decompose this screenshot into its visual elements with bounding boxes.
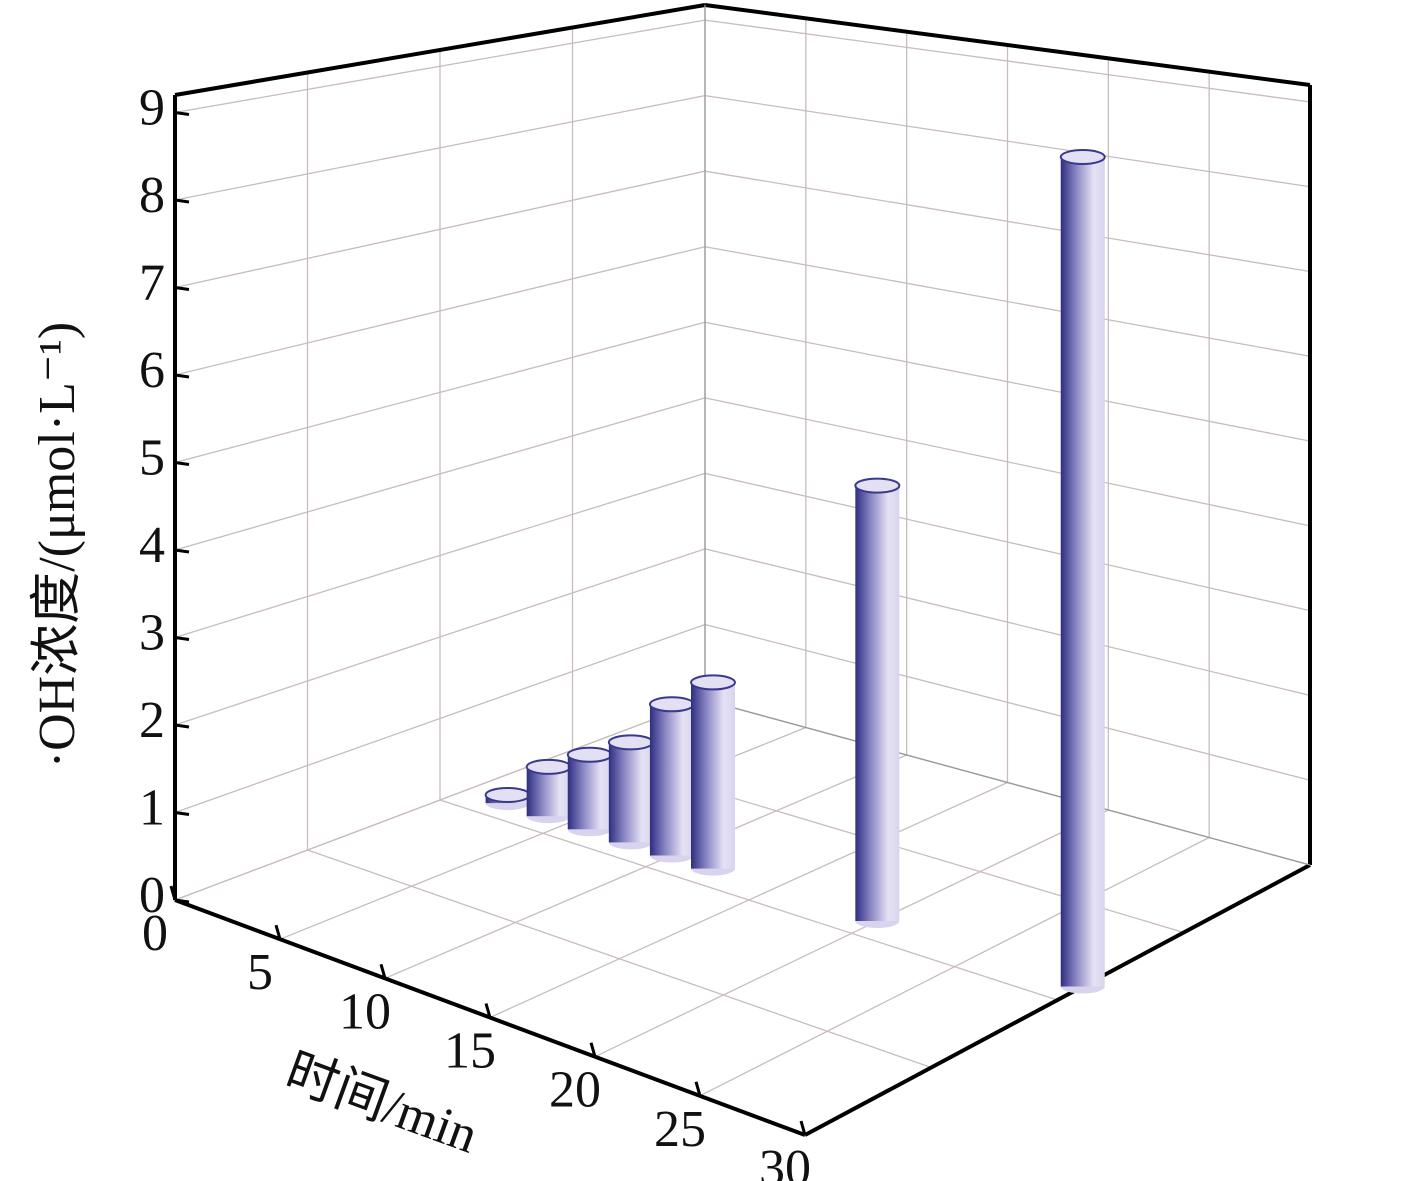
y-tick-label: 9 [139, 79, 165, 136]
x-tick-label: 30 [759, 1140, 811, 1181]
bar-top [690, 674, 736, 691]
grid-line [699, 836, 1210, 1097]
y-tick [174, 811, 190, 816]
axis-edge [804, 863, 1311, 1137]
x-tick-label: 5 [247, 944, 273, 1001]
grid-line [594, 809, 1109, 1058]
y-tick [174, 198, 190, 204]
frame [169, 3, 1312, 1137]
y-tick-label: 2 [139, 692, 165, 749]
grid-line [384, 754, 907, 979]
y-tick [174, 461, 190, 466]
bar [855, 485, 900, 921]
y-tick-label: 4 [139, 517, 165, 574]
y-tick [174, 636, 190, 641]
bar-top [525, 758, 572, 775]
bar-top [854, 477, 901, 494]
axis-edge [704, 3, 1311, 87]
y-tick [174, 548, 190, 554]
x-tick-label: 25 [654, 1101, 706, 1158]
bar-top [484, 786, 531, 803]
y-tick [174, 286, 190, 291]
x-tick-label: 10 [339, 983, 391, 1040]
bar-top [566, 746, 613, 763]
y-tick-label: 0 [139, 867, 165, 924]
bar [649, 704, 694, 856]
back-edge [704, 699, 1311, 866]
y-tick [174, 111, 190, 116]
grid-line [489, 781, 1008, 1019]
y-tick [174, 373, 190, 379]
axis-edge [174, 3, 706, 97]
y-tick-label: 1 [139, 779, 165, 836]
bars [484, 149, 1106, 994]
grid-line [174, 699, 706, 901]
bar [608, 742, 653, 843]
y-tick-label: 8 [139, 167, 165, 224]
bar-top [607, 734, 654, 751]
y-tick-label: 6 [139, 342, 165, 399]
x-tick-label: 20 [549, 1062, 601, 1119]
x-tick-label: 15 [444, 1022, 496, 1079]
x-tick-label: 0 [142, 905, 168, 962]
bar [1060, 157, 1105, 987]
y-tick-label: 7 [139, 254, 165, 311]
bar-top [648, 696, 695, 713]
y-axis-label: ·OH浓度/(μmol·L⁻¹) [29, 322, 86, 768]
bar [691, 682, 735, 869]
y-tick-label: 3 [139, 604, 165, 661]
bar [567, 754, 612, 830]
y-tick [174, 723, 190, 729]
axis-edge [174, 898, 806, 1137]
labels: 0 1 2 3 4 5 6 7 8 9 0 5 10 15 20 25 30 [139, 79, 811, 1181]
y-tick-label: 5 [139, 429, 165, 486]
bar-top [1059, 149, 1106, 165]
bar [526, 766, 571, 817]
